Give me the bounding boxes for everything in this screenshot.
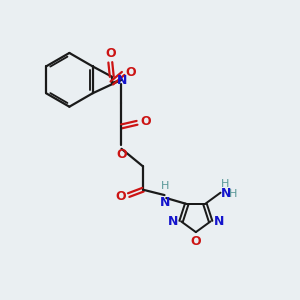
Text: H: H [160, 181, 169, 190]
Text: N: N [214, 215, 224, 228]
Text: O: O [116, 148, 127, 161]
Text: O: O [190, 235, 201, 248]
Text: O: O [125, 66, 136, 79]
Text: N: N [117, 74, 127, 87]
Text: N: N [221, 188, 232, 200]
Text: N: N [167, 215, 178, 228]
Text: O: O [140, 115, 151, 128]
Text: H: H [221, 178, 229, 188]
Text: N: N [160, 196, 170, 209]
Text: O: O [115, 190, 126, 203]
Text: O: O [105, 47, 116, 60]
Text: H: H [229, 189, 237, 199]
